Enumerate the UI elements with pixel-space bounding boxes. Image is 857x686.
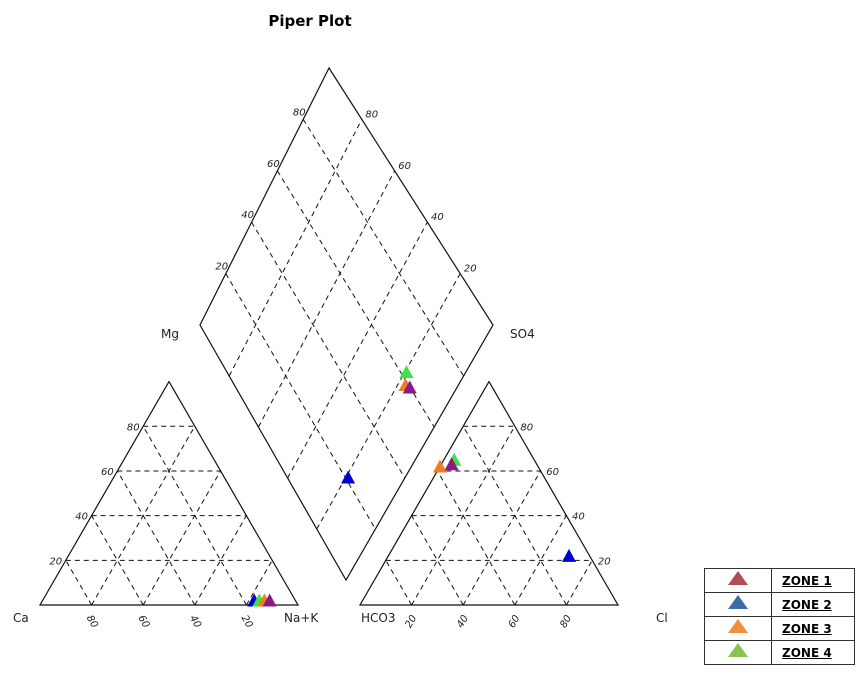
grid-line [462, 426, 567, 606]
data-point-marker [262, 593, 277, 607]
data-point-marker [341, 470, 356, 484]
legend-item: ZONE 2 [704, 592, 855, 617]
legend-label: ZONE 2 [771, 592, 855, 617]
tick-label: 60 [546, 467, 559, 478]
grid-line [565, 560, 593, 606]
tick-label: 20 [215, 262, 228, 273]
tick-label: 20 [49, 556, 62, 567]
triangle-marker-icon [728, 619, 748, 633]
tick-label: 80 [558, 613, 574, 630]
grid-line [436, 470, 516, 606]
triangle-marker-icon [728, 595, 748, 609]
legend-label: ZONE 3 [771, 616, 855, 641]
grid-line [142, 426, 247, 606]
legend-item: ZONE 1 [704, 568, 855, 593]
diamond-outline [199, 66, 494, 582]
tick-label: 80 [84, 613, 100, 630]
grid-line [142, 470, 222, 606]
cation-triangle [38, 380, 300, 606]
data-point-marker [444, 457, 459, 471]
triangle-marker-icon [728, 571, 748, 585]
tick-label: 40 [75, 512, 88, 523]
grid-line [411, 515, 464, 606]
legend-label: ZONE 4 [771, 640, 855, 665]
grid-layer [65, 119, 593, 606]
ca-axis-label: Ca [13, 611, 29, 625]
data-point-marker [399, 365, 414, 379]
tick-label: 40 [187, 613, 203, 630]
grid-line [302, 119, 465, 377]
data-point-marker [402, 380, 417, 394]
hco3-axis-label: HCO3 [361, 611, 395, 625]
tick-label: 60 [135, 613, 151, 630]
grid-line [65, 560, 93, 606]
grid-line [228, 119, 363, 377]
grid-line [385, 560, 413, 606]
tick-label: 20 [598, 556, 611, 567]
cl-axis-label: Cl [656, 611, 668, 625]
grid-line [287, 221, 428, 479]
legend-item: ZONE 3 [704, 616, 855, 641]
tick-label: 80 [293, 107, 306, 118]
chart-title: Piper Plot [268, 12, 351, 30]
tick-label: 60 [507, 613, 523, 630]
nak-axis-label: Na+K [284, 611, 319, 625]
legend-item: ZONE 4 [704, 640, 855, 665]
triangle-marker-icon [728, 643, 748, 657]
so4-axis-label: SO4 [510, 327, 535, 341]
anion-triangle [358, 380, 620, 606]
grid-line [257, 170, 396, 428]
legend-label: ZONE 1 [771, 568, 855, 593]
tick-label: 20 [239, 613, 255, 630]
tick-label: 80 [127, 422, 140, 433]
legend: ZONE 1 ZONE 2 ZONE 3 ZONE 4 [704, 568, 855, 665]
data-point-marker [561, 548, 576, 562]
tick-label: 40 [241, 210, 254, 221]
mg-axis-label: Mg [161, 327, 179, 341]
grid-line [462, 470, 542, 606]
tick-label: 60 [267, 159, 280, 170]
tick-label: 80 [365, 109, 378, 120]
data-point-marker [432, 459, 447, 473]
tick-label: 40 [572, 512, 585, 523]
tick-label: 40 [431, 212, 444, 223]
grid-line [316, 273, 461, 530]
tick-label: 80 [520, 422, 533, 433]
grid-line [194, 515, 247, 606]
tick-label: 40 [455, 613, 471, 630]
grid-line [116, 470, 196, 606]
tick-label: 60 [101, 467, 114, 478]
tick-label: 60 [398, 161, 411, 172]
grid-line [91, 515, 144, 606]
point-layer [247, 365, 576, 607]
tick-layer: 20 20 20 20 20 20 40 40 40 40 40 40 60 60 60 60 60 60 80 80… [49, 107, 610, 630]
grid-line [225, 273, 376, 530]
tick-label: 20 [464, 264, 477, 275]
grid-line [251, 221, 406, 479]
tick-label: 20 [403, 613, 419, 630]
piper-plot: Piper Plot 20 20 20 20 20 20 40 40 40 40 40 40 60 60 6… [13, 12, 668, 630]
outline-layer [38, 66, 620, 606]
